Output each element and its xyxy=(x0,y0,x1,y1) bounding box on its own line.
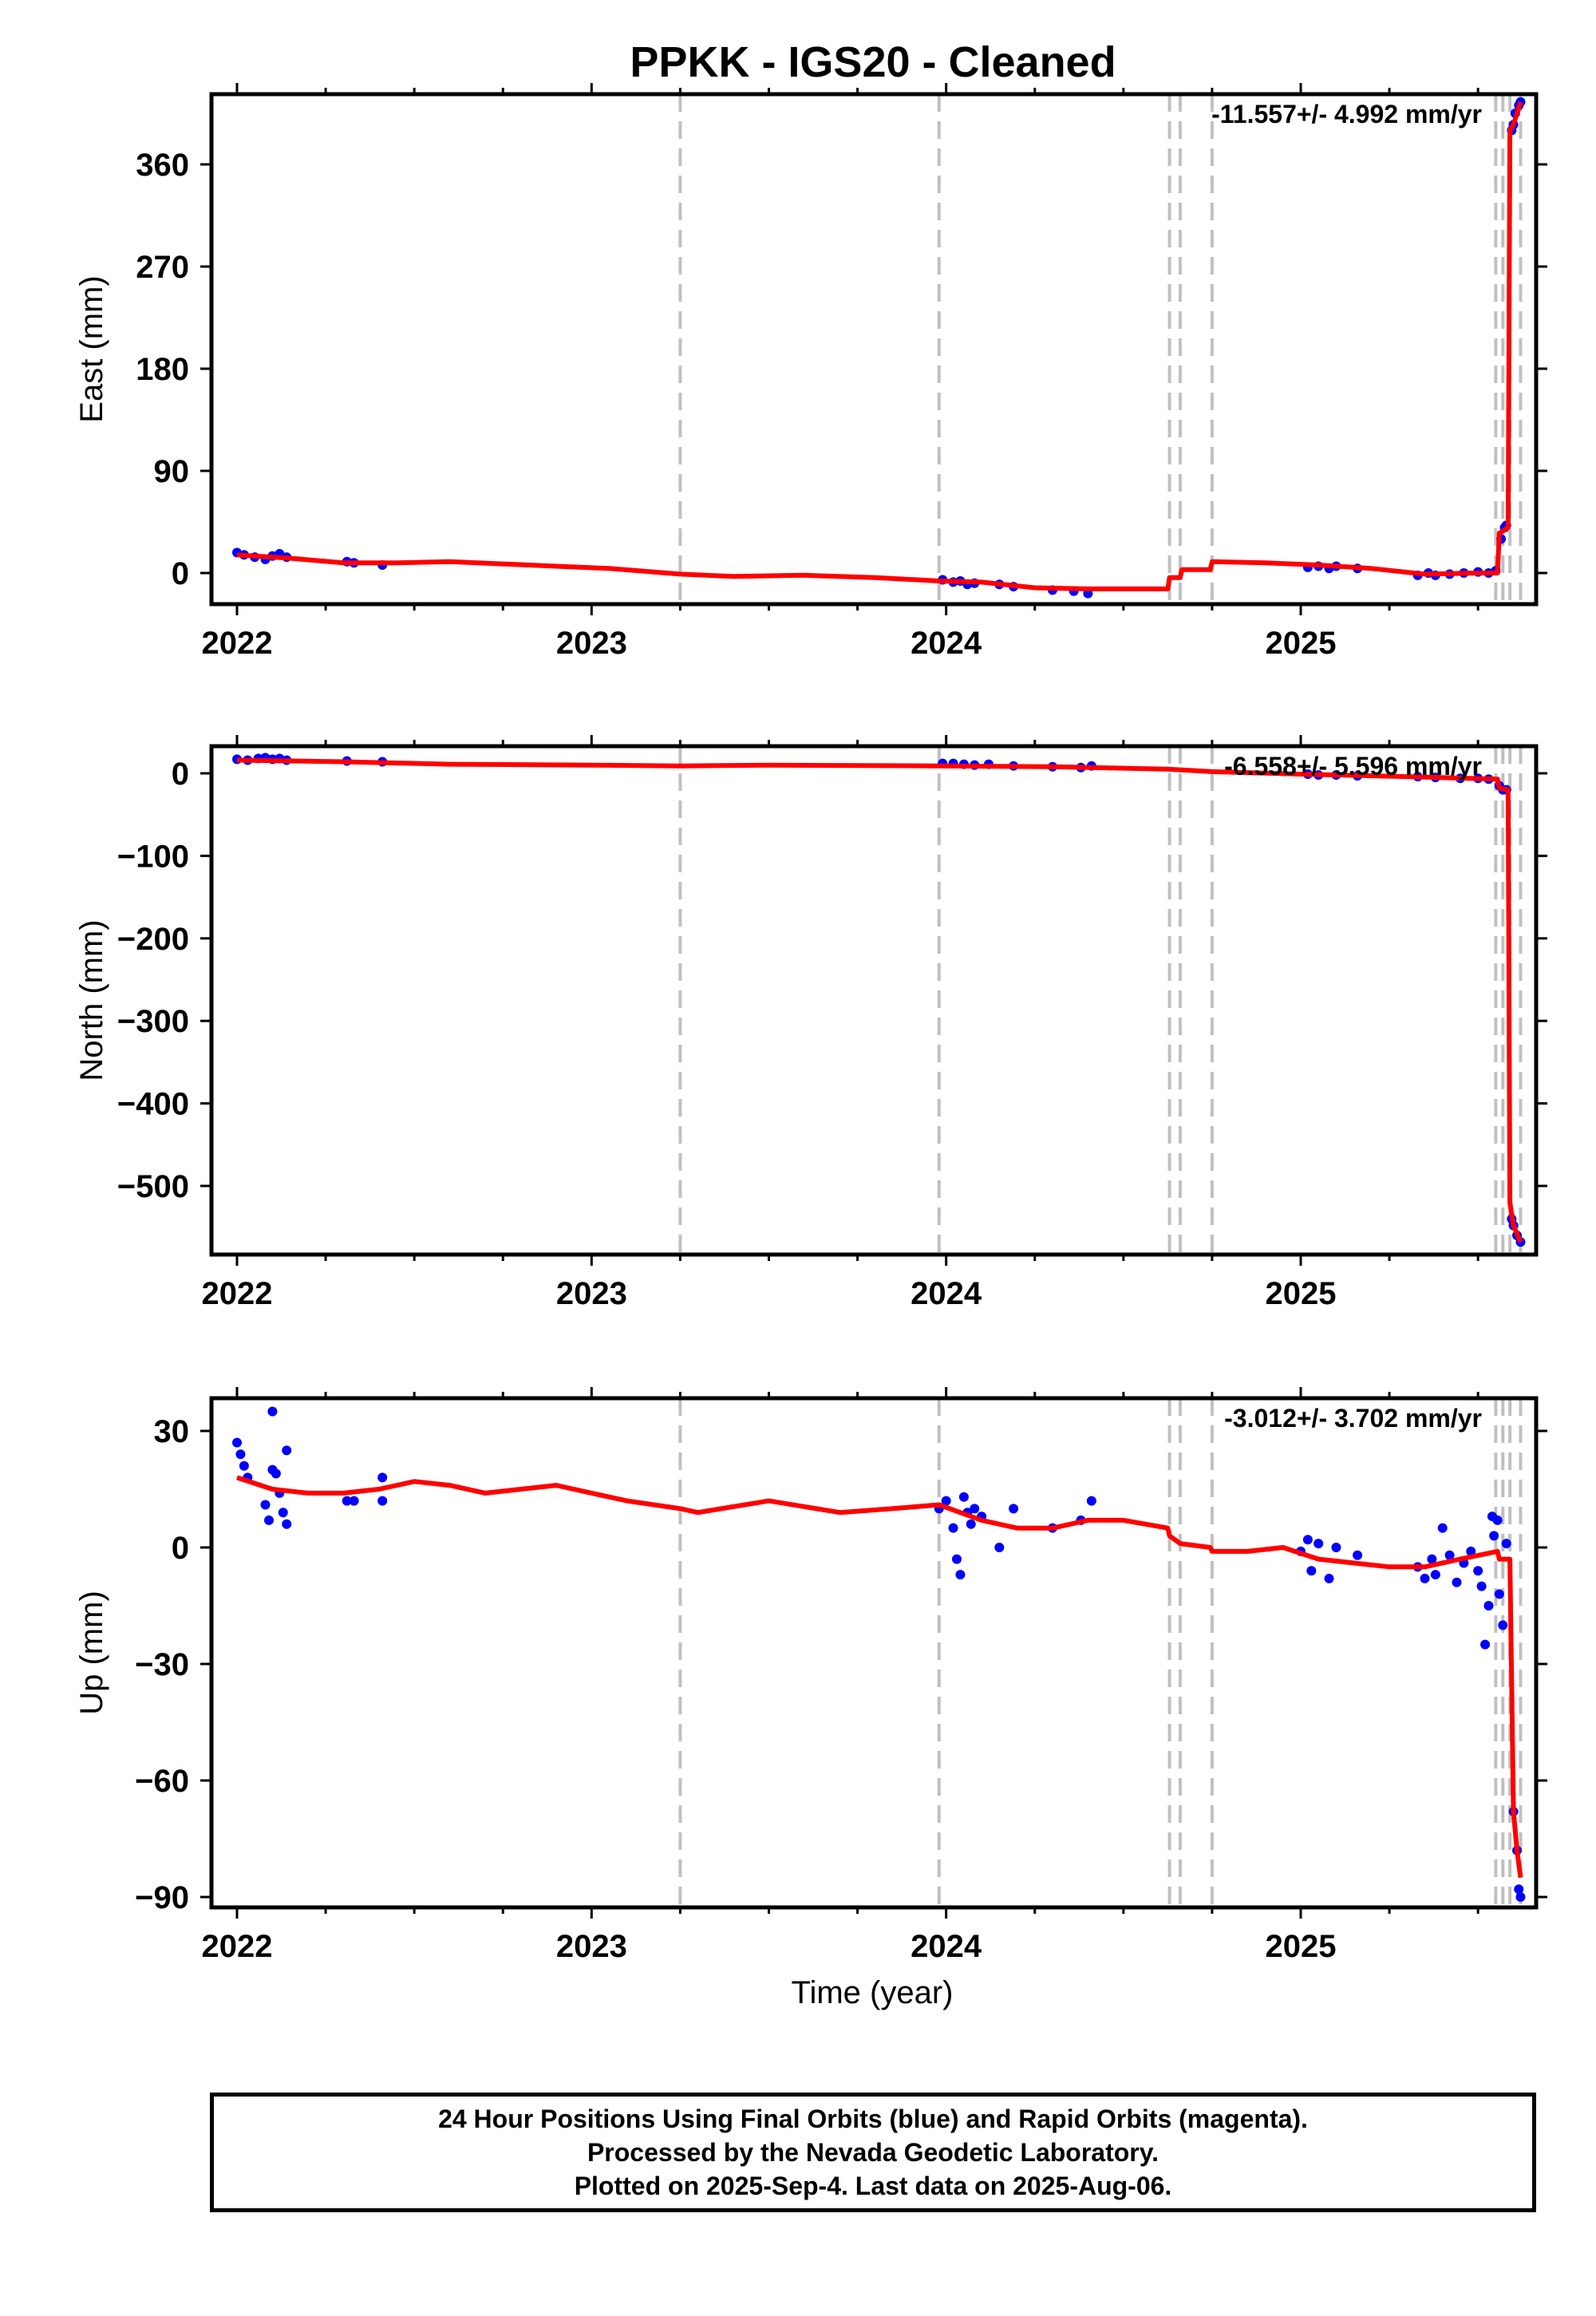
up-y-axis-label: Up (mm) xyxy=(74,1591,109,1715)
north-y-tick-label: 0 xyxy=(172,757,189,792)
up-data-point xyxy=(1314,1539,1324,1549)
up-data-point xyxy=(1353,1550,1363,1560)
north-x-tick-label: 2023 xyxy=(556,1276,627,1311)
up-data-point xyxy=(1420,1573,1430,1583)
up-data-point xyxy=(1324,1573,1334,1583)
up-data-point xyxy=(1466,1546,1476,1556)
up-data-point xyxy=(349,1496,359,1506)
east-x-tick-label: 2024 xyxy=(911,626,982,661)
north-y-tick-label: −500 xyxy=(117,1169,189,1204)
up-data-point xyxy=(271,1468,281,1479)
up-data-point xyxy=(1427,1554,1437,1564)
up-data-point xyxy=(267,1406,278,1417)
north-panel: 2022 2023 2024 2025 0 −100 −200 −300 −400 −500 Nor… xyxy=(74,735,1547,1311)
up-data-point xyxy=(1009,1504,1019,1514)
up-frame xyxy=(209,1396,1539,1910)
north-x-tick-label: 2025 xyxy=(1265,1276,1336,1311)
up-x-tick-label: 2022 xyxy=(202,1929,273,1964)
east-y-tick-label: 270 xyxy=(136,250,189,285)
up-data-point xyxy=(1515,1892,1526,1902)
east-y-tick-label: 90 xyxy=(154,454,190,489)
north-frame xyxy=(209,744,1539,1257)
north-y-tick-label: −200 xyxy=(117,922,189,957)
north-y-axis-label: North (mm) xyxy=(74,919,109,1081)
up-y-tick-label: 0 xyxy=(172,1531,189,1566)
footer-caption-box: 24 Hour Positions Using Final Orbits (bl… xyxy=(210,2093,1536,2212)
up-data-point xyxy=(1494,1589,1504,1599)
footer-line-1: 24 Hour Positions Using Final Orbits (bl… xyxy=(438,2105,1308,2133)
up-data-point xyxy=(278,1508,288,1518)
up-data-point xyxy=(239,1460,249,1471)
up-data-point xyxy=(970,1504,980,1514)
up-data-point xyxy=(235,1449,246,1460)
up-rate-label: -3.012+/- 3.702 mm/yr xyxy=(1224,1404,1482,1433)
up-data-point xyxy=(1444,1550,1455,1560)
east-x-tick-label: 2023 xyxy=(556,626,627,661)
up-data-point xyxy=(232,1437,242,1448)
up-data-point xyxy=(1302,1535,1313,1545)
up-data-point xyxy=(951,1554,962,1564)
up-data-point xyxy=(1430,1570,1440,1580)
east-rate-label: -11.557+/- 4.992 mm/yr xyxy=(1211,100,1482,128)
up-data-point xyxy=(282,1519,292,1529)
up-data-point xyxy=(1480,1639,1491,1650)
east-model-line xyxy=(236,101,1523,591)
east-y-axis-label: East (mm) xyxy=(74,275,109,422)
up-panel: 2022 2023 2024 2025 30 0 −30 −60 −90 Up (mm) -3.01… xyxy=(74,1387,1547,1964)
up-data-point xyxy=(1476,1581,1487,1591)
up-data-point xyxy=(1489,1531,1499,1541)
up-y-tick-label: −60 xyxy=(135,1764,189,1799)
up-data-point xyxy=(377,1472,388,1483)
chart-title: PPKK - IGS20 - Cleaned xyxy=(630,38,1116,86)
up-data-point xyxy=(1452,1577,1462,1587)
east-frame xyxy=(209,92,1539,607)
up-y-tick-label: 30 xyxy=(154,1414,190,1449)
up-data-point xyxy=(260,1500,271,1510)
plots-container: 2022 2023 2024 2025 0 90 180 270 360 East (mm) -11… xyxy=(74,83,1547,1964)
footer-line-3: Plotted on 2025-Sep-4. Last data on 2025… xyxy=(574,2172,1172,2200)
up-data-point xyxy=(1501,1539,1511,1549)
east-y-tick-label: 180 xyxy=(136,352,189,387)
up-data-point xyxy=(1473,1566,1483,1576)
up-x-tick-label: 2024 xyxy=(911,1929,982,1964)
north-y-tick-label: −100 xyxy=(117,839,189,874)
east-y-tick-label: 360 xyxy=(136,148,189,183)
east-y-tick-label: 0 xyxy=(172,556,189,591)
up-data-point xyxy=(948,1523,958,1533)
north-rate-label: -6.558+/- 5.596 mm/yr xyxy=(1224,752,1482,781)
up-data-point xyxy=(966,1519,976,1529)
up-data-point xyxy=(1492,1515,1503,1525)
up-data-point xyxy=(342,1496,352,1506)
up-data-point xyxy=(1498,1620,1508,1630)
north-y-tick-label: −400 xyxy=(117,1087,189,1122)
footer-line-2: Processed by the Nevada Geodetic Laborat… xyxy=(587,2138,1159,2167)
up-data-point xyxy=(958,1492,969,1502)
up-data-point xyxy=(955,1570,966,1580)
east-panel: 2022 2023 2024 2025 0 90 180 270 360 East (mm) -11… xyxy=(74,83,1547,661)
up-data-point xyxy=(1331,1543,1341,1552)
up-data-point xyxy=(1086,1496,1096,1506)
north-y-tick-label: −300 xyxy=(117,1004,189,1039)
up-data-point xyxy=(1483,1601,1494,1611)
up-x-tick-label: 2025 xyxy=(1265,1929,1336,1964)
up-data-point xyxy=(1306,1566,1317,1576)
north-x-tick-label: 2024 xyxy=(911,1276,982,1311)
north-x-tick-label: 2022 xyxy=(202,1276,273,1311)
north-model-line xyxy=(236,757,1523,1243)
up-y-tick-label: −90 xyxy=(135,1880,189,1915)
up-model-line xyxy=(236,1475,1523,1879)
up-data-point xyxy=(1437,1523,1448,1533)
up-y-tick-label: −30 xyxy=(135,1647,189,1682)
east-x-tick-label: 2025 xyxy=(1265,626,1336,661)
x-axis-label: Time (year) xyxy=(792,1975,954,2010)
up-data-point xyxy=(994,1543,1005,1552)
up-data-point xyxy=(377,1496,388,1506)
up-data-point xyxy=(282,1445,292,1456)
up-data-point xyxy=(1514,1884,1524,1895)
up-data-point xyxy=(941,1496,951,1506)
east-x-tick-label: 2022 xyxy=(202,626,273,661)
up-data-point xyxy=(263,1515,274,1525)
up-x-tick-label: 2023 xyxy=(556,1929,627,1964)
